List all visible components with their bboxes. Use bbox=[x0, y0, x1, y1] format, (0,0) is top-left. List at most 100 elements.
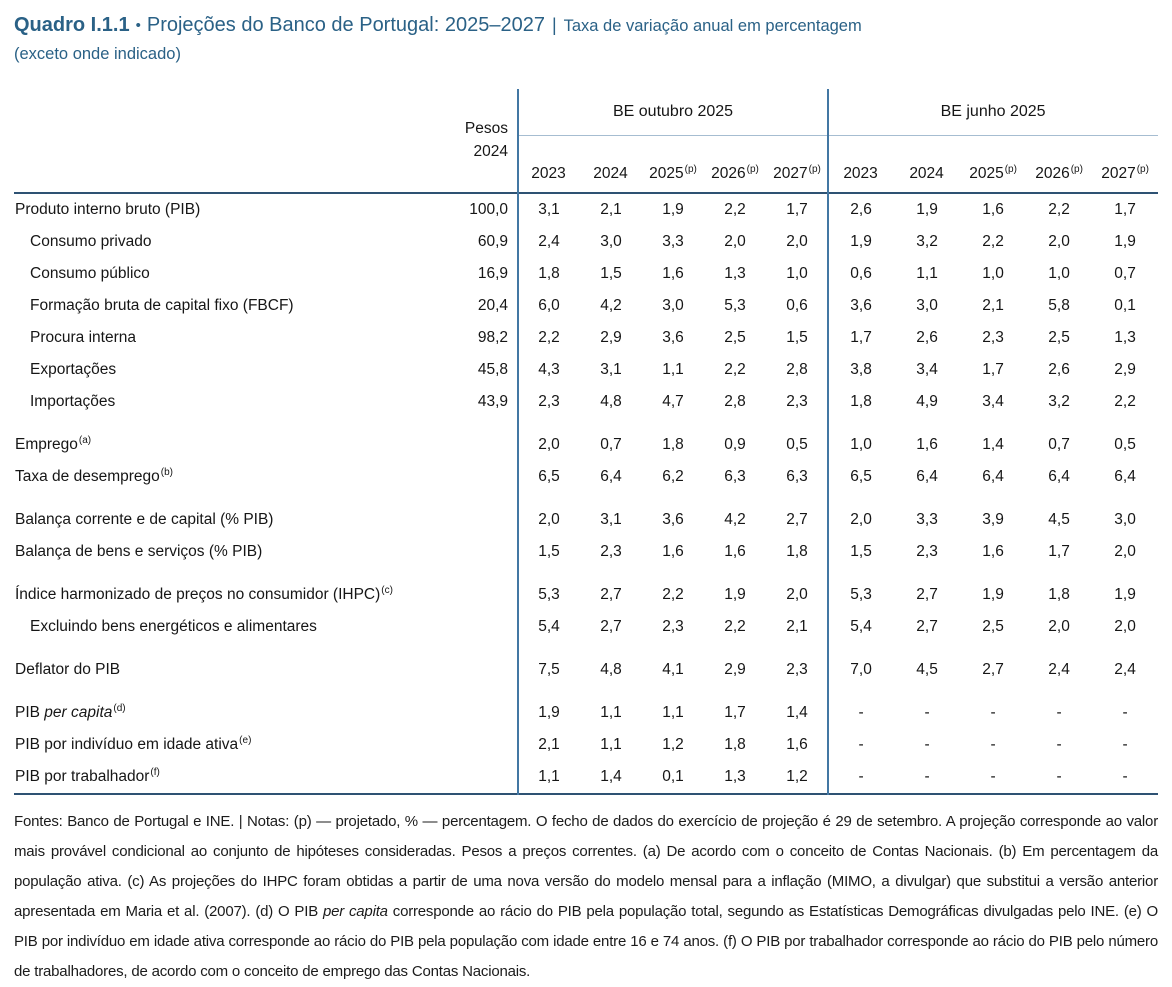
cell: 5,3 bbox=[724, 297, 746, 314]
table-title-subtitle: Taxa de variação anual em percentagem bbox=[563, 17, 862, 35]
cell: 1,1 bbox=[600, 704, 622, 721]
group-header-june: BE junho 2025 bbox=[828, 89, 1159, 136]
cell: 7,0 bbox=[850, 661, 872, 678]
cell: 1,7 bbox=[982, 361, 1004, 378]
cell: 2,9 bbox=[1114, 361, 1136, 378]
cell: 1,4 bbox=[600, 768, 622, 785]
cell: 4,2 bbox=[600, 297, 622, 314]
cell: 2,4 bbox=[538, 233, 560, 250]
cell: 2,3 bbox=[600, 543, 622, 560]
block-spacer bbox=[14, 643, 1158, 654]
projections-table: Pesos 2024 BE outubro 2025 BE junho 2025… bbox=[14, 89, 1159, 795]
cell: 6,4 bbox=[1114, 468, 1136, 485]
cell: 6,5 bbox=[538, 468, 560, 485]
cell: 2,1 bbox=[786, 618, 808, 635]
cell-weight bbox=[430, 761, 518, 794]
table-number: Quadro I.1.1 bbox=[14, 14, 130, 36]
cell: 5,4 bbox=[538, 618, 560, 635]
table-title-block: Quadro I.1.1 • Projeções do Banco de Portu… bbox=[14, 10, 1158, 67]
table-title: Quadro I.1.1 • Projeções do Banco de Portu… bbox=[14, 10, 1158, 41]
row-label: Excluindo bens energéticos e alimentares bbox=[30, 618, 317, 635]
cell: 2,3 bbox=[982, 329, 1004, 346]
cell: 1,4 bbox=[786, 704, 808, 721]
cell: 2,2 bbox=[724, 201, 746, 218]
cell: 3,4 bbox=[982, 393, 1004, 410]
table-row-deflator: Deflator do PIB 7,5 4,8 4,1 2,9 2,3 7,0 … bbox=[14, 654, 1158, 686]
cell: 1,6 bbox=[662, 265, 684, 282]
cell: - bbox=[858, 768, 864, 785]
cell: 2,0 bbox=[1048, 618, 1070, 635]
table-title-main: Projeções do Banco de Portugal: 2025–202… bbox=[146, 14, 545, 36]
empty-header-cell bbox=[14, 89, 430, 194]
row-label: Balança de bens e serviços (% PIB) bbox=[15, 543, 263, 560]
cell: 3,0 bbox=[600, 233, 622, 250]
cell: 1,5 bbox=[600, 265, 622, 282]
cell: 0,9 bbox=[724, 436, 746, 453]
cell: 3,0 bbox=[916, 297, 938, 314]
cell: 2,3 bbox=[786, 393, 808, 410]
cell: 4,3 bbox=[538, 361, 560, 378]
cell: - bbox=[1056, 736, 1062, 753]
footnote-text-1: Fontes: Banco de Portugal e INE. | Notas… bbox=[14, 813, 1158, 920]
cell-weight: 45,8 bbox=[477, 361, 508, 378]
cell: 4,8 bbox=[600, 393, 622, 410]
cell: 1,1 bbox=[916, 265, 938, 282]
cell: 0,6 bbox=[850, 265, 872, 282]
cell: 3,1 bbox=[600, 361, 622, 378]
block-spacer bbox=[14, 686, 1158, 697]
cell: 2,3 bbox=[916, 543, 938, 560]
year-header: 2027(p) bbox=[766, 135, 829, 194]
block-spacer bbox=[14, 568, 1158, 579]
table-row-desemprego: Taxa de desemprego(b) 6,5 6,4 6,2 6,3 6,… bbox=[14, 461, 1158, 493]
table-row-fbcf: Formação bruta de capital fixo (FBCF) 20… bbox=[14, 290, 1158, 322]
cell: 1,7 bbox=[850, 329, 872, 346]
cell: 3,6 bbox=[850, 297, 872, 314]
table-body: Produto interno bruto (PIB) 100,0 3,1 2,… bbox=[14, 193, 1158, 794]
cell: 3,1 bbox=[538, 201, 560, 218]
year-header: 2025(p) bbox=[960, 135, 1027, 194]
cell: 2,7 bbox=[916, 586, 938, 603]
cell: 1,5 bbox=[538, 543, 560, 560]
cell: - bbox=[990, 768, 996, 785]
cell: 1,0 bbox=[1048, 265, 1070, 282]
cell: 2,6 bbox=[1048, 361, 1070, 378]
cell: 1,6 bbox=[982, 201, 1004, 218]
row-label: Deflator do PIB bbox=[15, 661, 121, 678]
cell: - bbox=[1056, 704, 1062, 721]
cell: 2,4 bbox=[1114, 661, 1136, 678]
cell: 1,3 bbox=[724, 768, 746, 785]
cell: 1,9 bbox=[1114, 233, 1136, 250]
cell: 1,1 bbox=[600, 736, 622, 753]
cell: 1,8 bbox=[786, 543, 808, 560]
cell: 6,0 bbox=[538, 297, 560, 314]
cell: 2,7 bbox=[600, 586, 622, 603]
cell: 1,0 bbox=[850, 436, 872, 453]
cell: 1,3 bbox=[1114, 329, 1136, 346]
cell: - bbox=[990, 704, 996, 721]
cell: 2,9 bbox=[724, 661, 746, 678]
group-header-october: BE outubro 2025 bbox=[518, 89, 829, 136]
row-label: PIB per capita(d) bbox=[15, 702, 126, 721]
cell: 5,3 bbox=[850, 586, 872, 603]
table-row-exportacoes: Exportações 45,8 4,3 3,1 1,1 2,2 2,8 3,8… bbox=[14, 354, 1158, 386]
weights-column-header: Pesos 2024 bbox=[430, 89, 518, 194]
cell: 1,7 bbox=[786, 201, 808, 218]
cell-weight bbox=[430, 729, 518, 761]
cell: 6,5 bbox=[850, 468, 872, 485]
cell: 1,8 bbox=[850, 393, 872, 410]
cell: 0,5 bbox=[786, 436, 808, 453]
cell: 5,4 bbox=[850, 618, 872, 635]
cell: 2,0 bbox=[1048, 233, 1070, 250]
cell: 1,8 bbox=[662, 436, 684, 453]
cell: 2,2 bbox=[1114, 393, 1136, 410]
row-label: Taxa de desemprego(b) bbox=[15, 466, 173, 485]
table-row-emprego: Emprego(a) 2,0 0,7 1,8 0,9 0,5 1,0 1,6 1… bbox=[14, 429, 1158, 461]
cell: 6,4 bbox=[982, 468, 1004, 485]
cell: - bbox=[1122, 768, 1128, 785]
cell: 4,9 bbox=[916, 393, 938, 410]
row-label: Importações bbox=[30, 393, 116, 410]
cell: 1,6 bbox=[662, 543, 684, 560]
cell: 2,0 bbox=[1114, 618, 1136, 635]
block-spacer bbox=[14, 493, 1158, 504]
